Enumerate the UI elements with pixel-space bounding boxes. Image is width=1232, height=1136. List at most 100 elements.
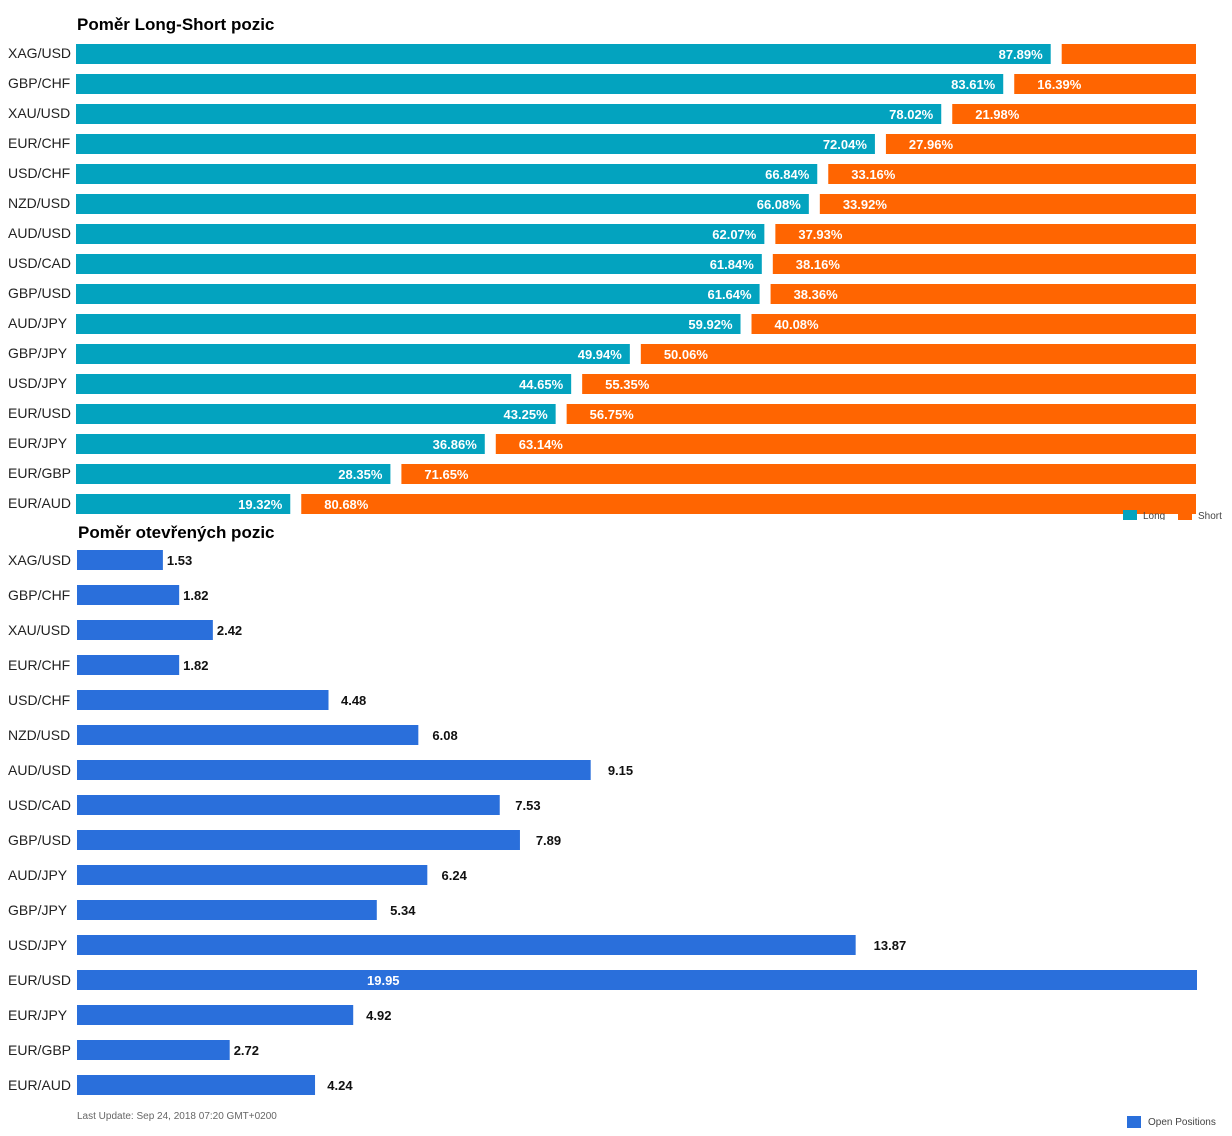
chart-title: Poměr otevřených pozic [78,523,275,542]
category-label: GBP/USD [8,285,71,301]
short-bar [1014,74,1196,94]
long-value-label: 28.35% [338,467,383,482]
long-value-label: 44.65% [519,377,564,392]
category-label: AUD/USD [8,762,71,778]
bar-value-label: 1.82 [183,588,208,603]
category-label: USD/JPY [8,375,68,391]
category-label: AUD/JPY [8,315,68,331]
short-value-label: 50.06% [664,347,709,362]
long-value-label: 19.32% [238,497,283,512]
bar-value-label: 6.24 [442,868,468,883]
category-label: XAU/USD [8,105,70,121]
open-positions-bar [77,1075,316,1095]
long-bar [76,74,1004,94]
long-bar [76,434,485,454]
category-label: EUR/JPY [8,435,68,451]
category-label: EUR/GBP [8,465,71,481]
short-value-label: 40.08% [775,317,820,332]
long-bar [76,194,809,214]
short-value-label: 63.14% [519,437,564,452]
open-positions-bar [77,830,520,850]
long-value-label: 43.25% [504,407,549,422]
bar-value-label: 6.08 [432,728,457,743]
category-label: XAG/USD [8,45,71,61]
short-value-label: 38.16% [796,257,841,272]
long-bar [76,464,391,484]
short-bar [566,404,1196,424]
short-value-label: 33.16% [851,167,896,182]
short-value-label: 21.98% [975,107,1020,122]
category-label: GBP/JPY [8,902,68,918]
open-positions-bar [77,900,377,920]
category-label: XAU/USD [8,622,70,638]
open-positions-bar [77,585,180,605]
long-short-chart: Poměr Long-Short pozic XAG/USD 87.89% GBP/C… [8,15,1222,520]
open-positions-chart: Poměr otevřených pozic XAG/USD 1.53 GBP/CHF… [8,523,1216,1128]
short-bar [772,254,1196,274]
bar-value-label: 5.34 [390,903,416,918]
open-positions-bar [77,760,591,780]
short-bar [770,284,1196,304]
short-value-label: 38.36% [794,287,839,302]
category-label: EUR/AUD [8,495,71,511]
legend-label-long: Long [1143,511,1165,520]
category-label: GBP/JPY [8,345,68,361]
short-value-label: 71.65% [424,467,469,482]
long-value-label: 87.89% [999,47,1044,62]
open-positions-bar [77,725,419,745]
category-label: USD/CHF [8,165,70,181]
long-bar [76,134,875,154]
short-bar [401,464,1196,484]
open-positions-bar [77,690,329,710]
long-value-label: 72.04% [823,137,868,152]
short-value-label: 37.93% [798,227,843,242]
long-value-label: 61.64% [707,287,752,302]
category-label: GBP/CHF [8,587,70,603]
short-bar [751,314,1196,334]
open-positions-bar [77,550,163,570]
long-value-label: 66.08% [757,197,802,212]
long-bar [76,314,741,334]
bar-value-label: 7.53 [515,798,540,813]
bar-value-label: 19.95 [367,973,400,988]
category-label: USD/CAD [8,255,71,271]
long-value-label: 78.02% [889,107,934,122]
category-label: GBP/CHF [8,75,70,91]
bar-value-label: 2.72 [234,1043,259,1058]
legend-swatch-open-positions [1127,1116,1141,1128]
open-positions-bar [77,1005,354,1025]
open-positions-bar [77,795,500,815]
category-label: USD/CAD [8,797,71,813]
open-positions-bar [77,970,1197,990]
legend-label-open-positions: Open Positions [1148,1117,1216,1128]
legend-label-short: Short [1198,511,1222,520]
open-positions-bar [77,620,213,640]
category-label: XAG/USD [8,552,71,568]
category-label: USD/CHF [8,692,70,708]
last-update-footer: Last Update: Sep 24, 2018 07:20 GMT+0200 [77,1111,277,1122]
long-value-label: 59.92% [688,317,733,332]
bar-value-label: 4.48 [341,693,366,708]
short-bar [819,194,1196,214]
short-bar [495,434,1196,454]
chart-title: Poměr Long-Short pozic [77,15,274,34]
category-label: USD/JPY [8,937,68,953]
category-label: EUR/CHF [8,135,70,151]
bar-value-label: 9.15 [608,763,633,778]
long-value-label: 66.84% [765,167,810,182]
bar-value-label: 7.89 [536,833,561,848]
short-bar [885,134,1196,154]
open-positions-bar [77,1040,230,1060]
long-bar [76,104,942,124]
category-label: NZD/USD [8,195,70,211]
category-label: AUD/USD [8,225,71,241]
short-bar [828,164,1196,184]
category-label: GBP/USD [8,832,71,848]
short-bar [640,344,1196,364]
short-value-label: 80.68% [324,497,369,512]
long-value-label: 62.07% [712,227,757,242]
bar-value-label: 13.87 [874,938,907,953]
bar-value-label: 4.92 [366,1008,391,1023]
short-value-label: 16.39% [1037,77,1082,92]
short-value-label: 56.75% [590,407,635,422]
